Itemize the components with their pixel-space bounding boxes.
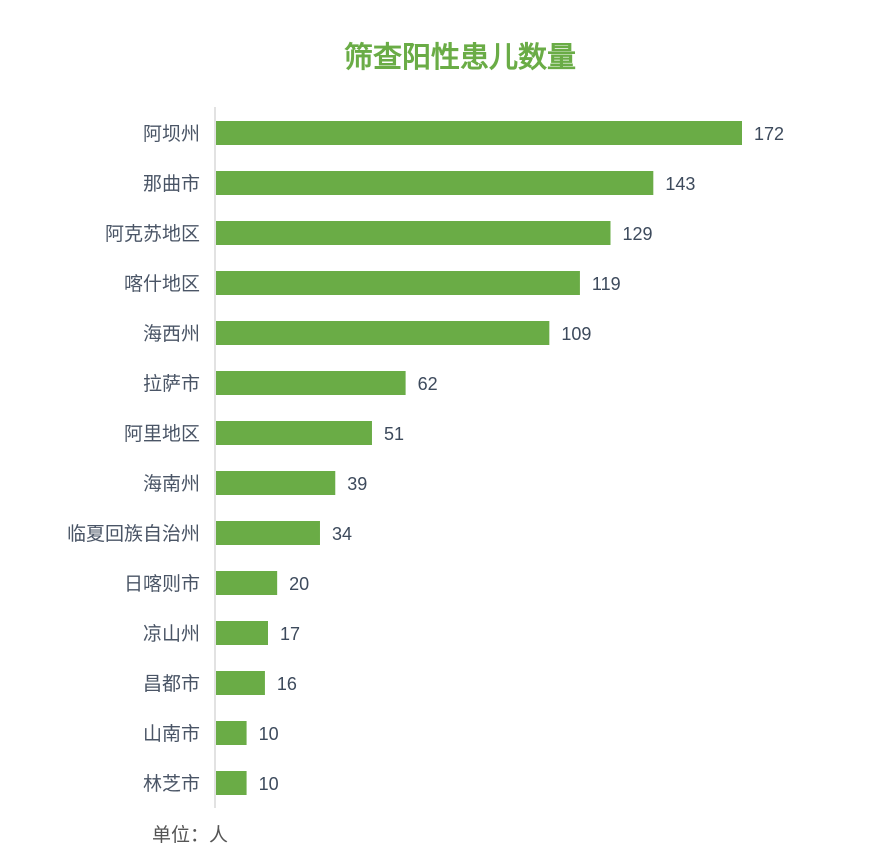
data-label: 62 <box>418 374 438 394</box>
category-label: 阿坝州 <box>143 123 200 145</box>
category-label: 山南市 <box>143 723 200 745</box>
data-label: 34 <box>332 524 352 544</box>
data-label: 17 <box>280 624 300 644</box>
unit-label: 单位：人 <box>152 824 229 846</box>
category-label: 林芝市 <box>143 773 200 795</box>
data-label: 109 <box>561 324 591 344</box>
bar <box>216 371 406 395</box>
category-label: 海西州 <box>143 323 200 345</box>
bar <box>216 771 247 795</box>
category-label: 昌都市 <box>143 673 200 695</box>
category-label: 喀什地区 <box>124 273 200 295</box>
bar <box>216 471 336 495</box>
category-label: 日喀则市 <box>124 573 200 595</box>
data-label: 119 <box>592 274 621 294</box>
bar <box>216 321 550 345</box>
data-label: 143 <box>665 174 695 194</box>
bar <box>216 571 278 595</box>
bar <box>216 421 372 445</box>
data-label: 129 <box>623 224 653 244</box>
chart-title: 筛查阳性患儿数量 <box>343 40 576 74</box>
bar <box>216 621 268 645</box>
category-label: 阿里地区 <box>124 423 200 445</box>
data-label: 10 <box>259 774 279 794</box>
bar <box>216 121 742 145</box>
category-label: 临夏回族自治州 <box>67 523 200 545</box>
data-label: 10 <box>259 724 279 744</box>
bar <box>216 221 611 245</box>
data-label: 16 <box>277 674 297 694</box>
bar <box>216 671 265 695</box>
category-label: 那曲市 <box>143 173 200 195</box>
category-label: 海南州 <box>143 473 200 495</box>
bar <box>216 521 320 545</box>
category-label: 凉山州 <box>143 623 200 645</box>
bar <box>216 721 247 745</box>
bar <box>216 171 654 195</box>
bar <box>216 271 580 295</box>
category-label: 阿克苏地区 <box>105 223 200 245</box>
data-label: 20 <box>289 574 309 594</box>
data-label: 39 <box>347 474 367 494</box>
category-label: 拉萨市 <box>143 373 200 395</box>
data-label: 172 <box>754 124 784 144</box>
data-label: 51 <box>384 424 404 444</box>
